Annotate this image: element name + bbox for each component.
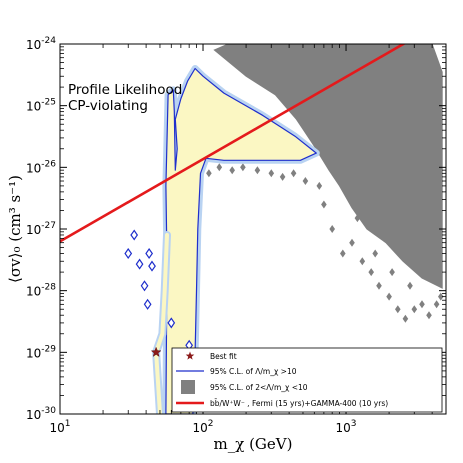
y-tick-label-2: 10-28 <box>26 283 56 299</box>
y-tick-label-6: 10-24 <box>26 36 56 52</box>
region-island-0 <box>135 258 144 270</box>
legend-items: Best fit 95% C.L. of Λ/m_χ >10 95% C.L. of… <box>176 351 388 408</box>
grey-region-point-3 <box>368 268 374 277</box>
grey-region-point-5 <box>386 292 392 301</box>
marker-layer <box>150 346 162 357</box>
grey-region-point-27 <box>216 163 223 172</box>
grey-region-point-20 <box>302 177 309 185</box>
y-tick-label-3: 10-27 <box>26 221 56 237</box>
grey-region-point-13 <box>329 225 335 233</box>
grey-region-point-17 <box>389 268 395 277</box>
grey-region-point-2 <box>359 257 366 266</box>
tick-label-layer: 101 102 103 10-30 10-29 10-28 10-27 10-26 10-25 1… <box>26 36 357 435</box>
legend: Best fit 95% C.L. of Λ/m_χ >10 95% C.L. of… <box>171 347 443 413</box>
region-island-7 <box>167 317 176 329</box>
legend-label-3: bb̄/W⁺W⁻ , Fermi (15 yrs)+GAMMA-400 (10 … <box>210 399 388 408</box>
fermi-line-layer <box>60 44 406 243</box>
grey-region-point-1 <box>349 238 355 247</box>
grey-region-point-11 <box>433 300 440 309</box>
legend-marker-0 <box>185 351 195 360</box>
region-ridge <box>154 233 169 414</box>
region-island-3 <box>148 260 156 272</box>
x-axis-title: m_χ (GeV) <box>214 435 293 453</box>
legend-frame <box>171 347 443 413</box>
grey-region-point-26 <box>229 166 235 175</box>
region-island-1 <box>140 280 149 292</box>
y-axis-title: ⟨σv⟩₀ (cm³ s⁻¹) <box>6 175 24 283</box>
grey-region-point-23 <box>268 169 275 178</box>
region-island-2 <box>143 298 152 310</box>
region-island-6 <box>124 247 133 260</box>
tick-layer <box>59 43 447 415</box>
grey-region-point-18 <box>407 281 413 290</box>
grey-region-point-14 <box>321 200 327 209</box>
region-outline <box>165 67 317 414</box>
annotation-line-2: CP-violating <box>68 98 148 114</box>
legend-label-2: 95% C.L. of 2<Λ/m_χ <10 <box>210 383 308 392</box>
region-island-5 <box>130 229 139 241</box>
region-island-4 <box>145 247 154 260</box>
fermi-sensitivity-line <box>60 44 406 243</box>
x-tick-label-0: 101 <box>49 419 70 435</box>
signal-region-layer <box>124 65 320 414</box>
grey-region-point-28 <box>206 169 212 178</box>
y-tick-label-5: 10-25 <box>26 98 56 114</box>
grey-region-point-8 <box>411 305 418 314</box>
grey-region-point-25 <box>240 163 246 172</box>
grey-region-point-19 <box>316 181 323 190</box>
legend-marker-2 <box>181 380 195 394</box>
grey-region-point-7 <box>402 314 409 323</box>
y-tick-label-1: 10-29 <box>26 344 56 360</box>
x-tick-label-1: 102 <box>193 419 214 435</box>
grey-region-point-4 <box>376 281 382 290</box>
grey-region-point-10 <box>426 311 432 320</box>
grey-region-layer <box>206 44 444 323</box>
y-tick-label-4: 10-26 <box>26 159 56 175</box>
annotation-line-1: Profile Likelihood <box>68 82 182 98</box>
y-tick-label-0: 10-30 <box>26 406 56 422</box>
legend-label-1: 95% C.L. of Λ/m_χ >10 <box>210 367 297 376</box>
grey-region-point-15 <box>354 214 361 223</box>
grey-region-point-21 <box>290 169 297 178</box>
grey-region-point-22 <box>279 172 286 181</box>
grey-region-point-9 <box>419 300 425 309</box>
grey-region-point-24 <box>254 166 261 175</box>
x-tick-label-2: 103 <box>336 419 357 435</box>
grey-region-point-12 <box>438 292 444 301</box>
grey-region-point-6 <box>395 305 401 314</box>
grey-region-area <box>213 44 443 289</box>
best-fit-marker <box>150 346 162 357</box>
grey-region-point-0 <box>340 249 346 258</box>
legend-label-0: Best fit <box>210 352 237 361</box>
grey-region-point-16 <box>372 249 378 258</box>
